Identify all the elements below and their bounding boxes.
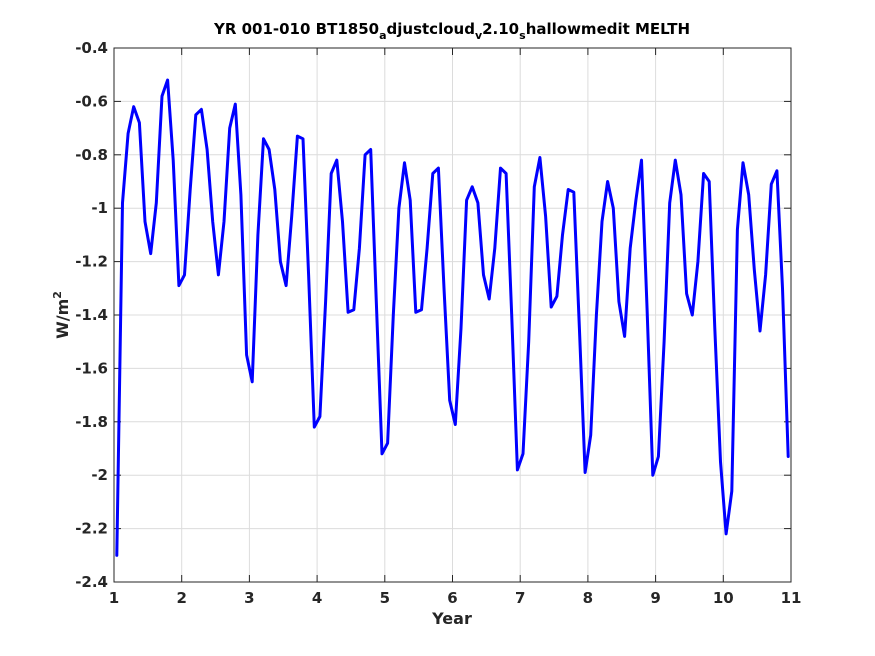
x-tick-label: 8 bbox=[583, 589, 593, 607]
y-tick-label: -1.4 bbox=[75, 306, 108, 324]
x-tick-label: 4 bbox=[312, 589, 322, 607]
y-tick-label: -2.2 bbox=[75, 520, 108, 538]
y-tick-label: -0.4 bbox=[75, 39, 108, 57]
x-tick-label: 11 bbox=[781, 589, 802, 607]
x-tick-label: 5 bbox=[380, 589, 390, 607]
x-tick-label: 7 bbox=[515, 589, 525, 607]
x-tick-labels: 1 2 3 4 5 6 7 8 9 10 11 bbox=[109, 589, 802, 607]
y-tick-label: -2.4 bbox=[75, 573, 108, 591]
y-tick-label: -1.6 bbox=[75, 359, 108, 377]
series-line bbox=[115, 78, 790, 557]
x-tick-label: 2 bbox=[176, 589, 186, 607]
chart-title: YR 001-010 BT1850adjustcloudv2.10shallow… bbox=[213, 20, 690, 42]
y-tick-label: -0.8 bbox=[75, 146, 108, 164]
y-tick-label: -2 bbox=[91, 466, 108, 484]
x-tick-label: 6 bbox=[447, 589, 457, 607]
y-tick-labels: -0.4 -0.6 -0.8 -1 -1.2 -1.4 -1.6 -1.8 -2 -2.2 -2.4 bbox=[75, 39, 108, 591]
x-tick-label: 3 bbox=[244, 589, 254, 607]
x-axis-label: Year bbox=[431, 609, 472, 628]
y-tick-label: -1.8 bbox=[75, 413, 108, 431]
y-tick-label: -1 bbox=[91, 199, 108, 217]
data-series bbox=[115, 78, 790, 557]
x-tick-label: 10 bbox=[713, 589, 734, 607]
x-tick-label: 9 bbox=[650, 589, 660, 607]
y-tick-label: -1.2 bbox=[75, 253, 108, 271]
y-axis-label: W/m2 bbox=[51, 291, 72, 339]
x-tick-label: 1 bbox=[109, 589, 119, 607]
y-tick-label: -0.6 bbox=[75, 92, 108, 110]
